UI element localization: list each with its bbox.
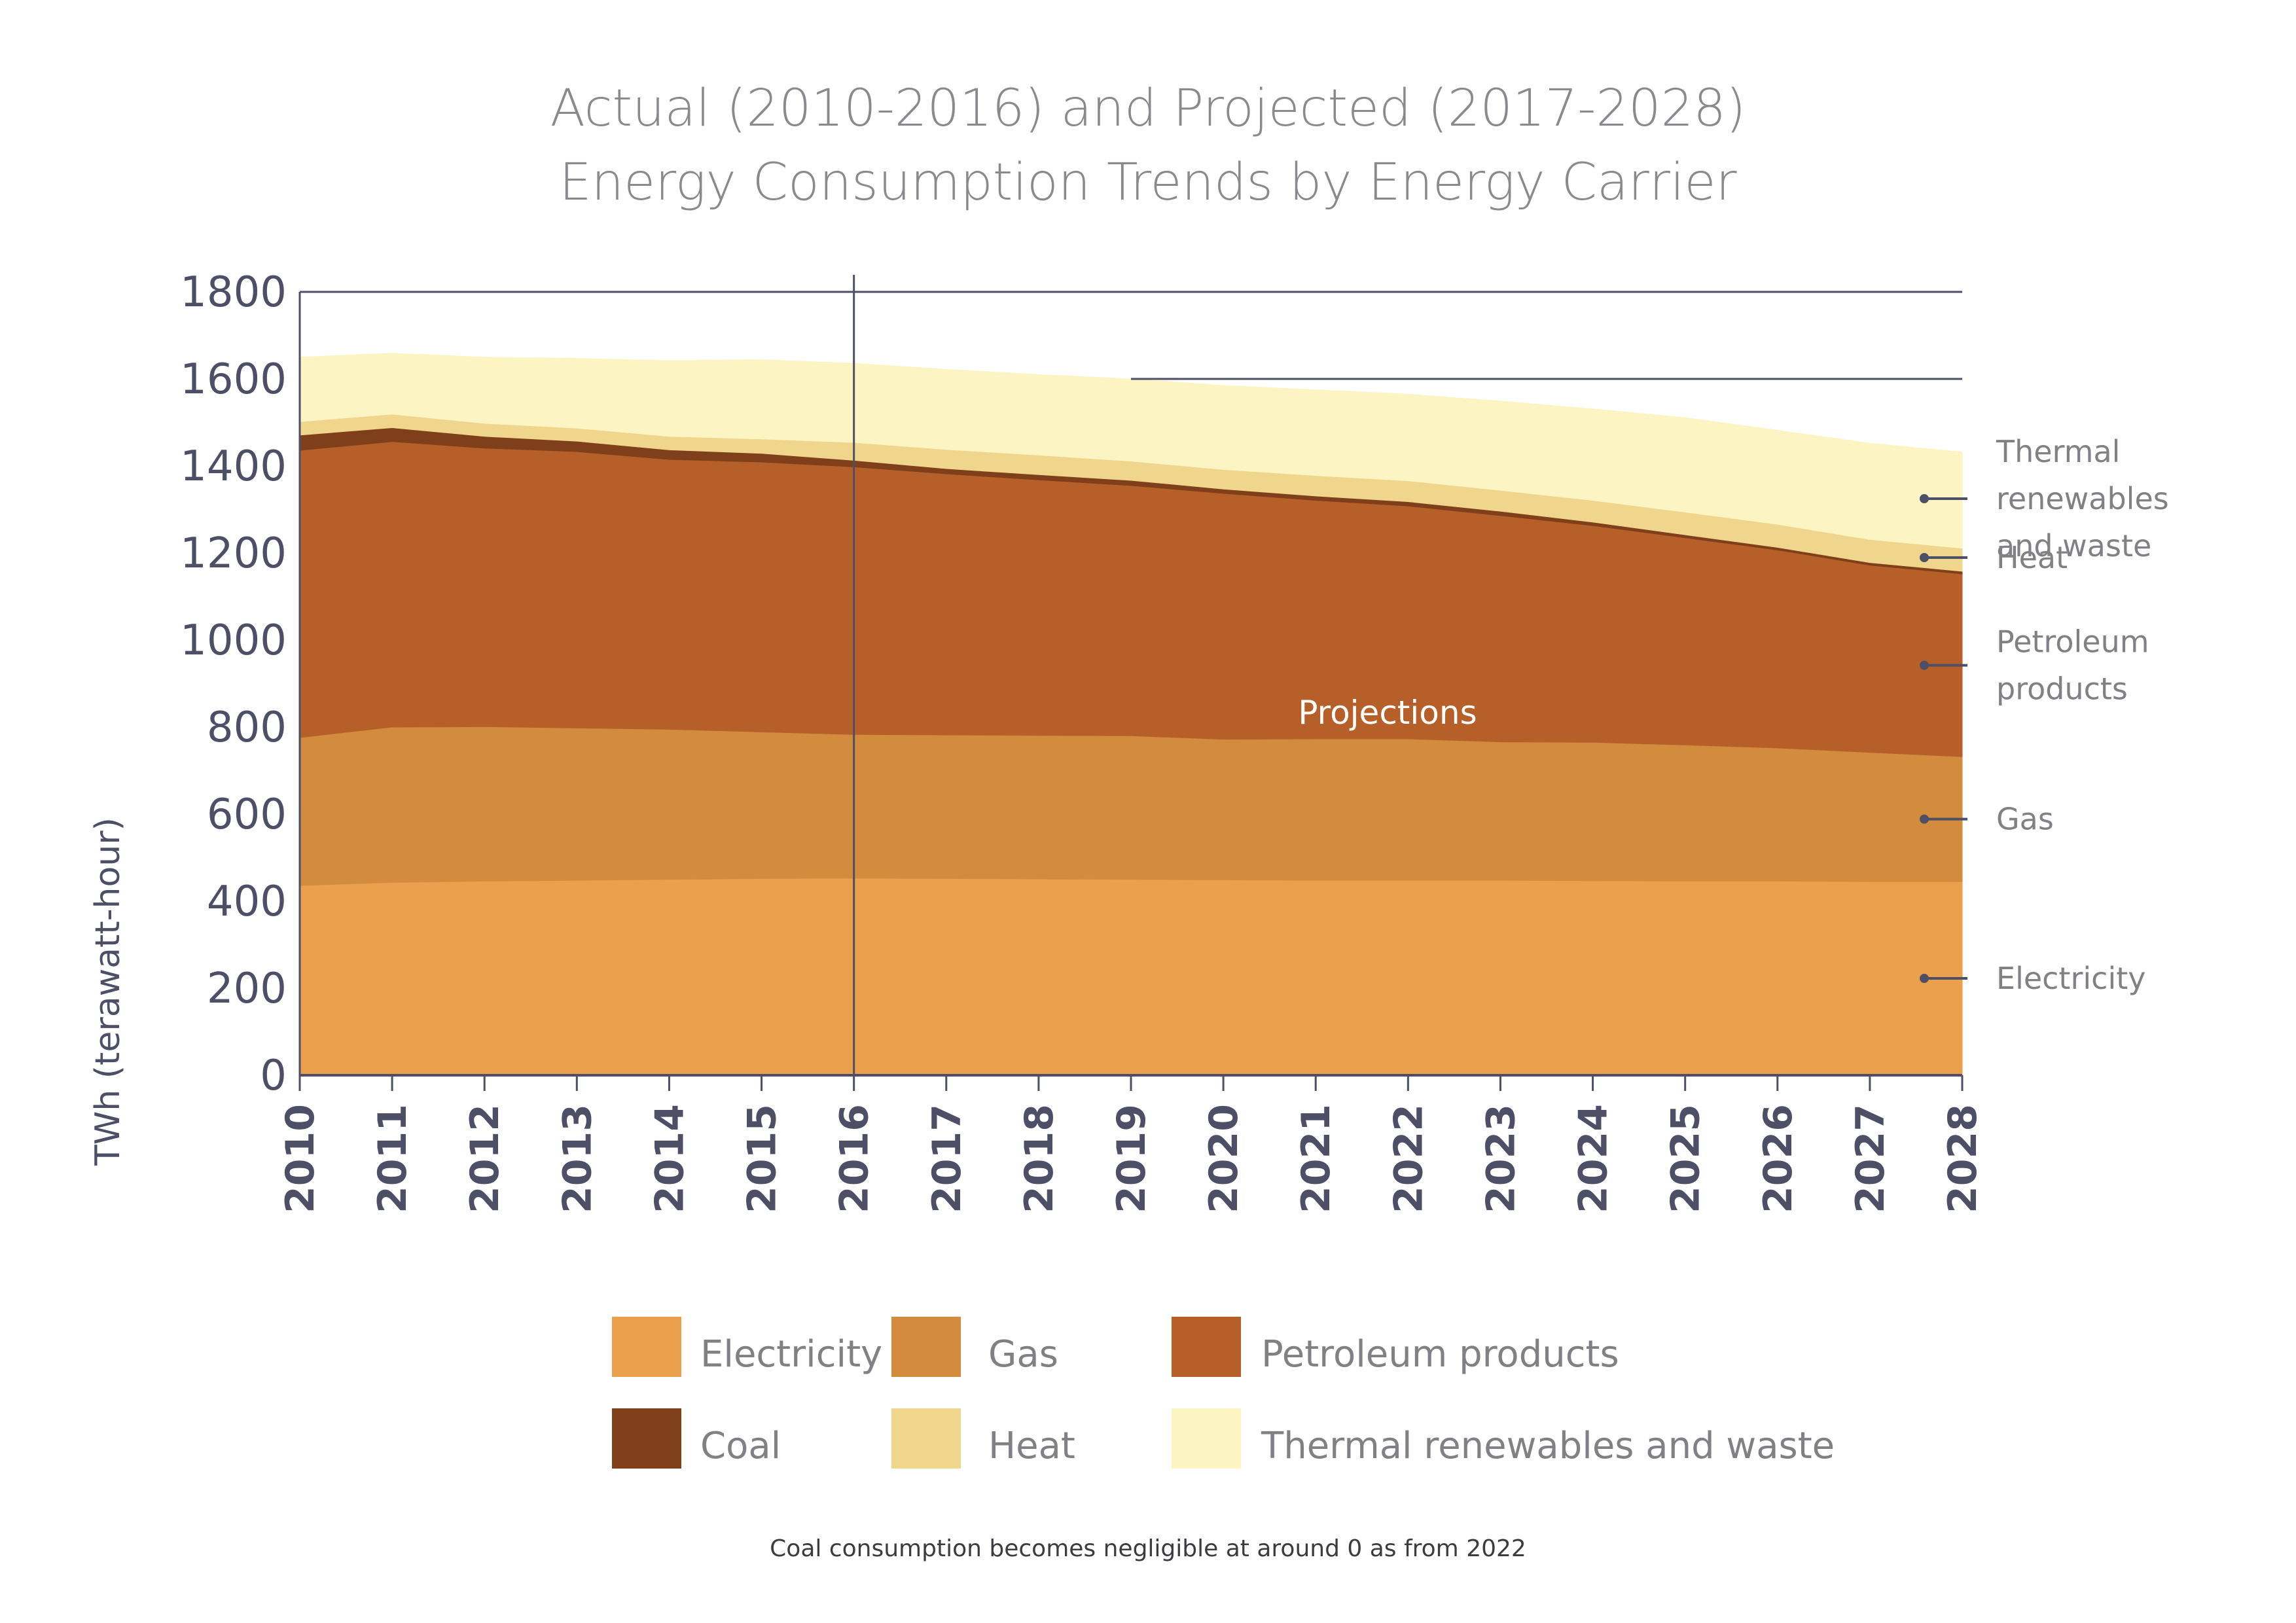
side-label-thermal-renewables-and-waste: renewables bbox=[1996, 481, 2169, 516]
x-tick-label: 2027 bbox=[1848, 1104, 1893, 1213]
legend-swatch-gas bbox=[891, 1317, 961, 1377]
legend: Electricity Gas Petroleum products Coal Heat… bbox=[612, 1317, 1835, 1469]
chart-title-line-2: Energy Consumption Trends by Energy Carr… bbox=[559, 153, 1736, 212]
y-tick-label: 1000 bbox=[180, 616, 287, 665]
x-tick-label: 2025 bbox=[1663, 1104, 1709, 1213]
projections-annotation: Projections bbox=[1298, 694, 1477, 732]
y-axis-label: TWh (terawatt-hour) bbox=[88, 817, 128, 1166]
footnote: Coal consumption becomes negligible at a… bbox=[770, 1535, 1526, 1562]
y-tick-label: 1200 bbox=[180, 529, 287, 578]
side-label-thermal-renewables-and-waste: and waste bbox=[1996, 528, 2151, 563]
x-tick-label: 2023 bbox=[1478, 1104, 1524, 1213]
y-axis-ticks: 0 200 400 600 800 1000 1200 1400 1600 1800 bbox=[180, 268, 287, 1100]
axes-and-gridlines bbox=[298, 275, 1964, 1091]
legend-label-gas: Gas bbox=[988, 1333, 1058, 1376]
y-tick-label: 1400 bbox=[180, 442, 287, 491]
y-tick-label: 1800 bbox=[180, 268, 287, 317]
y-tick-label: 800 bbox=[207, 704, 287, 752]
x-tick-label: 2017 bbox=[924, 1104, 970, 1213]
legend-label-coal: Coal bbox=[700, 1425, 781, 1467]
legend-swatch-thermal-renewables-and-waste bbox=[1172, 1408, 1241, 1469]
legend-label-thermal-renewables-and-waste: Thermal renewables and waste bbox=[1261, 1425, 1835, 1467]
x-tick-label: 2014 bbox=[647, 1104, 692, 1213]
y-tick-label: 200 bbox=[207, 965, 287, 1013]
side-label-electricity: Electricity bbox=[1996, 961, 2146, 996]
x-tick-label: 2026 bbox=[1755, 1104, 1801, 1213]
x-tick-label: 2012 bbox=[462, 1104, 508, 1213]
area-electricity bbox=[299, 878, 1963, 1076]
x-tick-label: 2028 bbox=[1940, 1104, 1986, 1213]
stacked-areas bbox=[299, 353, 1963, 1076]
chart-title-line-1: Actual (2010-2016) and Projected (2017-2… bbox=[550, 79, 1746, 138]
x-tick-label: 2018 bbox=[1016, 1104, 1062, 1213]
side-label-thermal-renewables-and-waste: Thermal bbox=[1996, 434, 2120, 469]
legend-label-petroleum-products: Petroleum products bbox=[1261, 1333, 1619, 1376]
x-axis-ticks: 2010 2011 2012 2013 2014 2015 2016 2017 2018 2019… bbox=[278, 1104, 1986, 1213]
legend-label-heat: Heat bbox=[988, 1425, 1075, 1467]
x-tick-label: 2020 bbox=[1201, 1104, 1247, 1213]
x-tick-label: 2019 bbox=[1109, 1104, 1155, 1213]
legend-swatch-petroleum-products bbox=[1172, 1317, 1241, 1377]
area-thermal-renewables-and-waste bbox=[299, 353, 1963, 549]
x-tick-label: 2011 bbox=[370, 1104, 416, 1213]
y-tick-label: 400 bbox=[207, 878, 287, 926]
legend-swatch-coal bbox=[612, 1408, 681, 1469]
side-label-gas: Gas bbox=[1996, 802, 2054, 837]
y-tick-label: 600 bbox=[207, 791, 287, 839]
area-gas bbox=[299, 726, 1963, 886]
side-label-heat: Heat bbox=[1996, 540, 2068, 575]
x-tick-label: 2016 bbox=[832, 1104, 878, 1213]
side-label-petroleum-products: Petroleum bbox=[1996, 624, 2149, 660]
x-tick-label: 2021 bbox=[1293, 1104, 1339, 1213]
y-tick-label: 1600 bbox=[180, 355, 287, 404]
x-tick-label: 2015 bbox=[740, 1104, 785, 1213]
side-label-petroleum-products: products bbox=[1996, 671, 2128, 707]
legend-label-electricity: Electricity bbox=[700, 1333, 882, 1376]
x-tick-label: 2024 bbox=[1571, 1104, 1617, 1213]
legend-swatch-heat bbox=[891, 1408, 961, 1469]
x-tick-label: 2022 bbox=[1386, 1104, 1431, 1213]
x-tick-label: 2013 bbox=[554, 1104, 600, 1213]
x-tick-label: 2010 bbox=[278, 1104, 323, 1213]
y-tick-label: 0 bbox=[260, 1052, 287, 1100]
legend-swatch-electricity bbox=[612, 1317, 681, 1377]
